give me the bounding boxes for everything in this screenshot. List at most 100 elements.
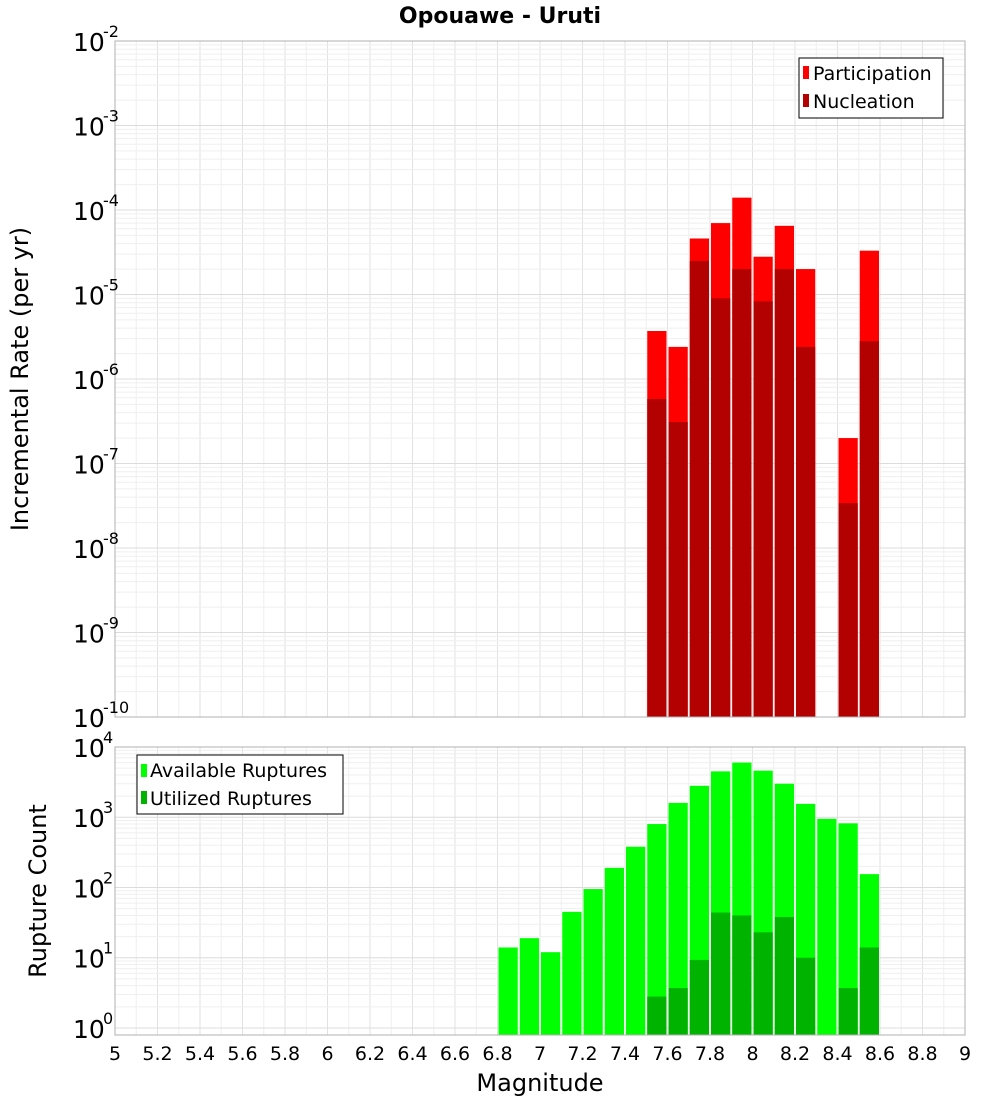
utilized-ruptures-bar (796, 957, 816, 1035)
magnitude-tick-label: 6.8 (482, 1043, 512, 1065)
rate-plot-border (114, 40, 966, 718)
legend-participation-label: Participation (813, 63, 932, 85)
magnitude-tick-label: 7.6 (652, 1043, 682, 1065)
magnitude-tick-label: 6.4 (397, 1043, 427, 1065)
available-ruptures-bar (668, 802, 688, 1035)
available-ruptures-bar (626, 846, 646, 1035)
nucleation-bar (838, 503, 858, 717)
legend-participation-swatch (803, 66, 809, 79)
count-y-axis-label: Rupture Count (24, 804, 52, 978)
magnitude-tick-label: 7.8 (695, 1043, 725, 1065)
count-y-tick-label: 10 (73, 874, 105, 903)
nucleation-bar (732, 269, 752, 717)
count-legend-box (136, 754, 344, 815)
rate-y-tick-exponent: -3 (103, 107, 119, 126)
available-ruptures-bar (838, 823, 858, 1035)
rate-y-tick-label: 10 (73, 704, 105, 733)
count-y-tick-label: 10 (73, 804, 105, 833)
magnitude-tick-label: 5.8 (270, 1043, 300, 1065)
rate-y-tick-label: 10 (73, 366, 105, 395)
rate-y-tick-label: 10 (73, 451, 105, 480)
nucleation-bar (689, 260, 709, 717)
count-legend: Available Ruptures Utilized Ruptures (136, 754, 344, 815)
available-ruptures-bar (604, 867, 624, 1035)
legend-nucleation-swatch (803, 94, 809, 107)
available-ruptures-bar (647, 824, 667, 1035)
rate-y-tick-exponent: -2 (103, 22, 119, 41)
nucleation-bar (796, 346, 816, 717)
utilized-ruptures-bar (859, 947, 879, 1035)
rate-y-axis-label: Incremental Rate (per yr) (6, 227, 34, 531)
count-y-tick-exponent: 3 (103, 798, 113, 817)
legend-utilized-swatch (141, 791, 147, 804)
rate-y-tick-exponent: -7 (103, 445, 119, 464)
magnitude-tick-label: 5.4 (185, 1043, 215, 1065)
magnitude-tick-label: 9 (959, 1043, 971, 1065)
nucleation-bar (668, 421, 688, 717)
magnitude-tick-label: 8.8 (907, 1043, 937, 1065)
rate-y-tick-label: 10 (73, 197, 105, 226)
chart-title: Opouawe - Uruti (399, 4, 601, 29)
rate-y-tick-label: 10 (73, 535, 105, 564)
magnitude-tick-label: 8.4 (822, 1043, 852, 1065)
available-ruptures-bar (519, 938, 539, 1035)
rate-legend: Participation Nucleation (798, 57, 944, 119)
legend-available-swatch (141, 764, 147, 777)
rate-y-tick-exponent: -9 (103, 614, 119, 633)
rate-y-tick-exponent: -8 (103, 529, 119, 548)
magnitude-tick-label: 5 (109, 1043, 121, 1065)
magnitude-tick-label: 6.6 (440, 1043, 470, 1065)
magnitude-tick-label: 8.2 (780, 1043, 810, 1065)
rate-y-tick-label: 10 (73, 113, 105, 142)
nucleation-bar (711, 298, 731, 717)
rate-y-tick-label: 10 (73, 620, 105, 649)
legend-utilized-label: Utilized Ruptures (150, 788, 312, 810)
magnitude-tick-label: 5.2 (142, 1043, 172, 1065)
available-ruptures-bar (817, 818, 837, 1035)
rate-y-tick-exponent: -5 (103, 276, 119, 295)
utilized-ruptures-bar (689, 959, 709, 1035)
count-y-tick-exponent: 1 (103, 939, 113, 958)
rate-y-tick-label: 10 (73, 282, 105, 311)
utilized-ruptures-bar (753, 932, 773, 1035)
utilized-ruptures-bar (774, 917, 794, 1035)
count-y-tick-label: 10 (73, 734, 105, 763)
magnitude-tick-label: 5.6 (227, 1043, 257, 1065)
rate-y-tick-exponent: -4 (103, 191, 119, 210)
utilized-ruptures-bar (838, 988, 858, 1035)
count-y-tick-exponent: 4 (103, 728, 113, 747)
available-ruptures-bar (583, 889, 603, 1035)
rate-y-tick-exponent: -6 (103, 360, 119, 379)
available-ruptures-bar (562, 911, 582, 1035)
magnitude-tick-label: 7 (534, 1043, 546, 1065)
utilized-ruptures-bar (732, 915, 752, 1035)
nucleation-bar (647, 398, 667, 717)
utilized-ruptures-bar (668, 988, 688, 1035)
nucleation-bar (859, 341, 879, 717)
legend-nucleation-label: Nucleation (813, 91, 915, 113)
count-plot-border (114, 746, 966, 1036)
magnitude-tick-label: 6 (321, 1043, 333, 1065)
nucleation-bar (774, 269, 794, 717)
available-ruptures-bar (498, 947, 518, 1035)
count-bars (498, 762, 879, 1035)
magnitude-tick-label: 6.2 (355, 1043, 385, 1065)
rate-legend-box (798, 57, 944, 119)
magnitude-tick-label: 8 (746, 1043, 758, 1065)
utilized-ruptures-bar (647, 996, 667, 1035)
count-y-tick-exponent: 0 (103, 1009, 113, 1028)
magnitude-tick-label: 7.2 (567, 1043, 597, 1065)
nucleation-bar (753, 301, 773, 717)
rate-gridlines (114, 41, 966, 718)
rate-y-tick-exponent: -10 (103, 698, 129, 717)
rate-bars (647, 197, 879, 718)
count-y-tick-exponent: 2 (103, 868, 113, 887)
magnitude-tick-label: 8.6 (865, 1043, 895, 1065)
x-axis-label: Magnitude (476, 1069, 603, 1097)
magnitude-tick-label: 7.4 (610, 1043, 640, 1065)
utilized-ruptures-bar (711, 912, 731, 1035)
